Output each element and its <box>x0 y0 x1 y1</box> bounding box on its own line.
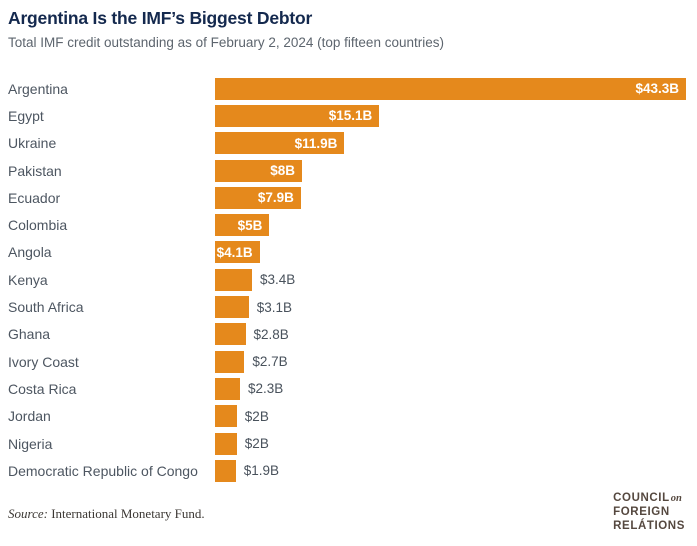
bar-track: $2B <box>215 405 689 428</box>
bar-track: $11.9B <box>215 132 689 155</box>
category-label: Argentina <box>8 80 68 97</box>
chart-row: Pakistan $8B <box>8 157 689 184</box>
category-label: Costa Rica <box>8 380 77 397</box>
value-label: $4.1B <box>216 244 253 260</box>
chart-row: Egypt $15.1B <box>8 102 689 129</box>
value-bar: $15.1B <box>215 104 380 127</box>
value-bar: $5B <box>215 214 270 237</box>
chart-subtitle: Total IMF credit outstanding as of Febru… <box>8 35 444 50</box>
value-bar: $8B <box>215 159 302 182</box>
value-label: $2.3B <box>248 381 284 397</box>
bar-track: $8B <box>215 159 689 182</box>
chart-row: Argentina $43.3B <box>8 75 689 102</box>
value-bar <box>215 350 245 373</box>
value-bar <box>215 377 240 400</box>
value-label: $5B <box>237 217 263 233</box>
source-text: International Monetary Fund. <box>47 506 205 522</box>
category-label: Jordan <box>8 408 51 425</box>
value-bar <box>215 459 236 482</box>
category-label: South Africa <box>8 299 84 316</box>
bar-track: $2B <box>215 432 689 455</box>
logo-on-word: on <box>670 493 682 505</box>
source-note: Source: International Monetary Fund. <box>8 506 205 522</box>
value-label: $2B <box>244 408 269 424</box>
value-label: $3.1B <box>256 299 292 315</box>
value-label: $2.8B <box>253 326 289 342</box>
category-label: Ukraine <box>8 135 57 152</box>
bar-track: $43.3B <box>215 77 689 100</box>
category-label: Ghana <box>8 326 51 343</box>
category-label: Egypt <box>8 107 44 124</box>
category-label: Nigeria <box>8 435 53 452</box>
category-label: Ivory Coast <box>8 353 79 370</box>
value-label: $15.1B <box>328 108 373 124</box>
bar-track: $2.8B <box>215 323 689 346</box>
chart-row: Angola $4.1B <box>8 239 689 266</box>
chart-row: Ghana $2.8B <box>8 321 689 348</box>
chart-footer: Source: International Monetary Fund. COU… <box>8 492 689 533</box>
category-label: Colombia <box>8 217 68 234</box>
chart-row: South Africa $3.1B <box>8 293 689 320</box>
value-label: $1.9B <box>243 463 279 479</box>
value-bar <box>215 323 246 346</box>
value-label: $2B <box>244 436 269 451</box>
category-label: Pakistan <box>8 162 62 179</box>
logo-line-foreign: FOREIGN <box>613 506 670 519</box>
chart-row: Costa Rica $2.3B <box>8 375 689 402</box>
bar-track: $1.9B <box>215 459 689 482</box>
chart-row: Ivory Coast $2.7B <box>8 348 689 375</box>
value-bar <box>215 296 249 319</box>
bar-track: $4.1B <box>215 241 689 264</box>
bar-track: $3.4B <box>215 268 689 291</box>
bar-track: $2.7B <box>215 350 689 373</box>
bar-track: $3.1B <box>215 296 689 319</box>
chart-row: Ukraine $11.9B <box>8 130 689 157</box>
value-bar: $4.1B <box>215 241 260 264</box>
value-label: $43.3B <box>635 81 679 97</box>
value-bar: $11.9B <box>215 132 345 155</box>
value-bar: $43.3B <box>215 77 686 100</box>
bar-track: $7.9B <box>215 186 689 209</box>
value-bar <box>215 405 237 428</box>
value-label: $11.9B <box>294 135 338 151</box>
bar-track: $2.3B <box>215 377 689 400</box>
chart-row: Colombia $5B <box>8 211 689 238</box>
source-label: Source: <box>8 506 48 522</box>
logo-line-council: COUNCILon <box>613 492 682 505</box>
category-label: Democratic Republic of Congo <box>8 462 198 479</box>
chart-row: Nigeria $2B <box>8 430 689 457</box>
bar-chart: Argentina $43.3B Egypt $15.1B Ukraine $11.9B P… <box>8 75 689 484</box>
logo-line-relations: RELÁTIONS <box>613 520 685 533</box>
chart-row: Jordan $2B <box>8 403 689 430</box>
bar-track: $5B <box>215 214 689 237</box>
chart-row: Democratic Republic of Congo $1.9B <box>8 457 689 484</box>
value-label: $2.7B <box>252 354 288 370</box>
cfr-logo: COUNCILon FOREIGN RELÁTIONS <box>613 492 685 533</box>
value-label: $8B <box>270 163 295 179</box>
value-label: $7.9B <box>257 190 294 206</box>
category-label: Angola <box>8 244 52 261</box>
chart-row: Ecuador $7.9B <box>8 184 689 211</box>
category-label: Ecuador <box>8 189 61 206</box>
value-bar: $7.9B <box>215 186 301 209</box>
value-label: $3.4B <box>260 272 296 288</box>
chart-title: Argentina Is the IMF’s Biggest Debtor <box>8 8 313 28</box>
bar-track: $15.1B <box>215 104 689 127</box>
value-bar <box>215 432 237 455</box>
category-label: Kenya <box>8 271 48 288</box>
value-bar <box>215 268 252 291</box>
chart-row: Kenya $3.4B <box>8 266 689 293</box>
